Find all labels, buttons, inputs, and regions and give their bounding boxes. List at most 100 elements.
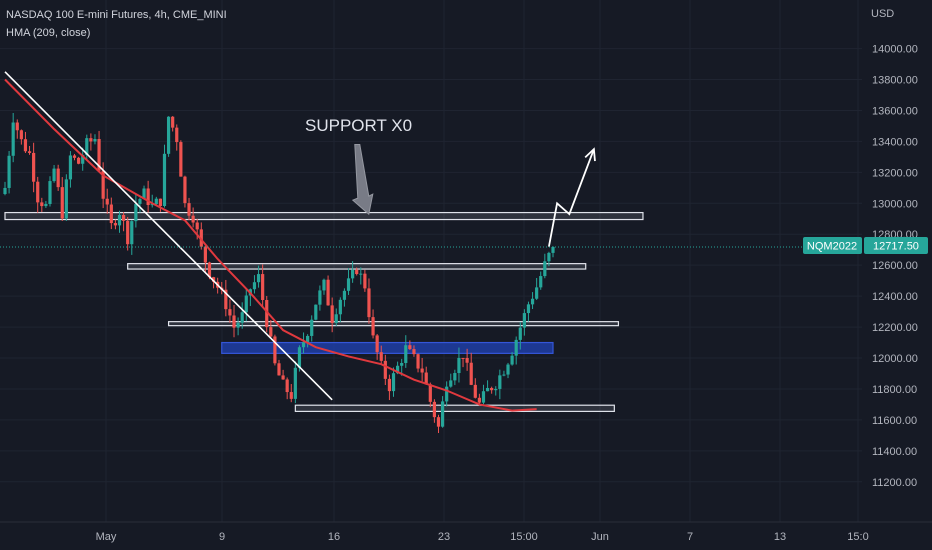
candle-body [27,151,32,153]
time-tick-label: May [96,531,117,543]
candle-body [261,274,265,300]
price-axis-labels: 14000.00 13800.00 13600.00 13400.00 13200.00… [872,44,918,489]
candle-body [175,127,179,143]
price-tick-label: 13200.00 [872,167,918,179]
candle-body [11,122,15,156]
time-axis-labels: May 9 16 23 15:00 Jun 7 13 15:0 [96,531,869,543]
candle-body [44,203,48,207]
candle-body [404,345,408,364]
candle-body [68,155,73,180]
candle-body [334,314,338,323]
price-tick-label: 12000.00 [872,353,918,365]
candle-body [146,188,150,206]
price-tick-label: 12600.00 [872,260,918,272]
candle-body [142,188,146,200]
time-tick-label: 7 [687,531,693,543]
candle-body [256,274,261,283]
candle-body [195,222,199,230]
time-tick-label: 16 [328,531,340,543]
candle-body [240,312,244,323]
candle-body [77,157,81,164]
candle-body [297,347,302,368]
hma-line [4,78,537,412]
candle-body [510,355,514,365]
candle-body [113,223,118,226]
candle-body [518,327,522,340]
candle-body [449,380,453,387]
candle-body [277,363,281,376]
projection-path [548,148,595,247]
candle-body [424,372,428,385]
candle-body [346,278,351,291]
time-tick-label: 13 [774,531,786,543]
price-tick-label: 12400.00 [872,291,918,303]
candle-body [150,204,154,206]
price-tick-label: 11400.00 [872,446,917,458]
candle-body [318,290,322,305]
candle-body [269,327,273,337]
candle-body [367,288,371,318]
zone-blue [221,341,554,354]
candle-body [187,203,191,216]
candle-body [514,339,518,356]
candle-body [408,345,412,350]
candle-body [539,276,543,288]
candle-body [395,365,400,374]
candle-body [105,198,109,205]
time-tick-label: 15:00 [510,531,538,543]
candle-body [117,214,122,226]
candle-body [289,392,293,399]
candle-body [81,155,85,164]
candles [3,112,555,434]
candle-body [383,360,387,379]
candle-body [244,295,248,313]
candle-body [351,269,355,279]
candle-body [330,305,334,323]
candle-body [428,384,432,402]
candle-body [526,304,531,314]
candle-body [203,246,207,263]
candle-body [551,246,555,253]
downtrend-line [4,71,333,401]
candle-body [85,138,89,156]
candle-body [420,368,424,373]
candle-body [363,273,367,289]
candle-body [72,155,77,158]
last-price-badge: 12717.50 [864,237,928,254]
candle-body [23,139,28,152]
candle-body [265,299,269,328]
time-axis[interactable] [0,522,932,550]
candle-body [473,384,477,398]
candle-body [285,379,289,393]
candle-body [461,357,465,359]
candle-body [371,317,375,336]
candle-body [416,354,420,369]
price-tick-label: 13400.00 [872,136,918,148]
candle-body [207,262,212,278]
candle-body [126,220,130,245]
time-tick-label: 15:0 [847,531,868,543]
candle-body [56,168,60,188]
support-arrow [351,143,374,216]
candle-body [498,375,502,389]
candle-body [445,386,449,402]
currency-label: USD [871,8,895,20]
candle-body [530,298,535,305]
candle-body [535,287,539,299]
candle-body [211,277,216,282]
candle-body [379,352,383,361]
time-tick-label: 9 [219,531,225,543]
candle-body [60,187,64,219]
candle-body [547,252,551,262]
candle-body [436,417,441,427]
candle-body [391,373,396,392]
candle-body [166,116,171,154]
price-tick-label: 11800.00 [872,384,917,396]
candle-body [32,152,36,182]
price-tick-label: 12200.00 [872,322,918,334]
price-axis[interactable] [862,0,932,522]
chart-title: NASDAQ 100 E-mini Futures, 4h, CME_MINI [6,9,227,21]
candle-body [232,315,236,328]
